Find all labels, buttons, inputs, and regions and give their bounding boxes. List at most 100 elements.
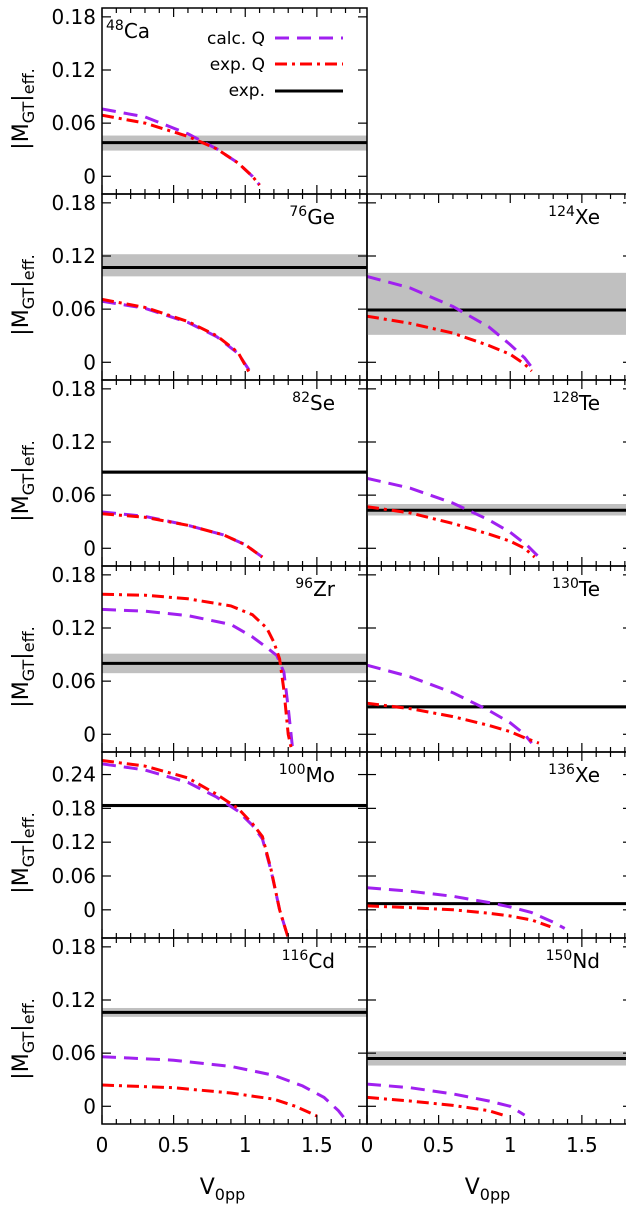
panel-nd150: 150Nd 0 0.5 1 1.5 V0pp: [361, 937, 626, 1204]
y-tick-label-zr96-0: 0: [83, 722, 96, 746]
exp-band-xe124: [367, 272, 626, 335]
plot-area-te128: [367, 476, 626, 559]
exp-q-curve-ca48: [102, 113, 261, 187]
nucleus-mass-cd116: 116: [282, 948, 309, 964]
plot-area-nd150: [367, 1051, 626, 1117]
x-axis-title-cd116: V0pp: [200, 1175, 246, 1204]
nucleus-label-xe124: 124Xe: [548, 204, 600, 229]
nucleus-element-ge76: Ge: [307, 205, 335, 229]
y-tick-label-ca48-0: 0: [83, 164, 96, 188]
exp-q-curve-te130: [367, 701, 540, 745]
panel-ge76: 0 0.06 0.12 0.18 76Ge |MGT|eff.: [9, 191, 368, 381]
nucleus-label-ge76: 76Ge: [289, 204, 335, 229]
nucleus-label-mo100: 100Mo: [279, 762, 335, 787]
legend-label-calc-q: calc. Q: [207, 29, 265, 49]
plot-area-xe136: [367, 886, 626, 930]
exp-band-ge76: [102, 254, 367, 277]
calc-q-curve-se82: [102, 510, 264, 559]
plot-area-ca48: [102, 107, 367, 187]
y-axis-title-mo100: |MGT|eff.: [9, 812, 38, 893]
y-tick-label-zr96-2: 0.12: [51, 616, 96, 640]
nucleus-mass-mo100: 100: [279, 762, 306, 778]
nucleus-element-xe136: Xe: [575, 763, 600, 787]
legend-label-exp: exp.: [229, 81, 265, 101]
y-tick-label-se82-1: 0.06: [51, 483, 96, 507]
y-axis-title-ca48: |MGT|eff.: [9, 68, 38, 149]
y-tick-label-mo100-3: 0.18: [51, 796, 96, 820]
y-tick-label-ca48-2: 0.12: [51, 58, 96, 82]
plot-area-cd116: [102, 1007, 367, 1121]
nucleus-mass-xe136: 136: [548, 762, 575, 778]
x-tick-label-nd150-3: 1.5: [566, 1133, 598, 1157]
exp-q-curve-te128: [367, 505, 536, 559]
x-tick-label-cd116-1: 0.5: [158, 1133, 190, 1157]
x-tick-label-cd116-2: 1: [239, 1133, 252, 1157]
exp-q-curve-cd116: [102, 1083, 318, 1118]
y-tick-label-ge76-3: 0.18: [51, 191, 96, 215]
y-tick-label-mo100-1: 0.06: [51, 864, 96, 888]
plot-area-ge76: [102, 254, 367, 374]
panel-cd116: 0 0.06 0.12 0.18 116Cd |MGT|eff. 0 0.5 1 1.5 V0pp: [9, 935, 368, 1204]
y-axis-title-se82: |MGT|eff.: [9, 440, 38, 521]
nucleus-label-zr96: 96Zr: [295, 576, 336, 601]
panel-te128: 128Te: [366, 379, 626, 567]
y-tick-label-mo100-0: 0: [83, 898, 96, 922]
panel-xe136: 136Xe: [366, 751, 626, 939]
x-tick-label-nd150-1: 0.5: [423, 1133, 455, 1157]
nucleus-element-ca48: Ca: [124, 19, 150, 43]
panels-layer: 0 0.06 0.12 0.18 48Ca |MGT|eff. 0 0.06 0.12 0.18 7…: [9, 5, 626, 1204]
calc-q-curve-xe124: [367, 274, 536, 373]
calc-q-curve-te130: [367, 663, 533, 745]
plot-area-xe124: [367, 272, 626, 373]
nucleus-mass-te130: 130: [552, 576, 579, 592]
exp-q-curve-xe136: [367, 904, 551, 929]
exp-q-curve-xe124: [367, 314, 533, 373]
exp-q-curve-mo100: [102, 759, 290, 938]
panel-zr96: 0 0.06 0.12 0.18 96Zr |MGT|eff.: [9, 563, 368, 753]
y-tick-label-ge76-0: 0: [83, 350, 96, 374]
x-axis-title-nd150: V0pp: [465, 1175, 511, 1204]
panel-te130: 130Te: [366, 565, 626, 753]
exp-q-curve-ge76: [102, 297, 251, 374]
plot-area-se82: [102, 470, 367, 559]
calc-q-curve-te128: [367, 476, 540, 559]
nucleus-element-se82: Se: [310, 391, 335, 415]
y-tick-label-ca48-3: 0.18: [51, 5, 96, 29]
panel-frame-nd150: [366, 937, 626, 1125]
nucleus-element-te130: Te: [578, 577, 600, 601]
legend: calc. Q exp. Q exp.: [207, 29, 343, 101]
calc-q-curve-xe136: [367, 886, 566, 930]
nucleus-mass-te128: 128: [552, 390, 579, 406]
y-tick-label-cd116-3: 0.18: [51, 935, 96, 959]
y-tick-label-ge76-2: 0.12: [51, 244, 96, 268]
exp-q-curve-nd150: [367, 1095, 504, 1117]
x-tick-label-nd150-0: 0: [361, 1133, 374, 1157]
nucleus-label-xe136: 136Xe: [548, 762, 600, 787]
y-tick-label-ge76-1: 0.06: [51, 297, 96, 321]
calc-q-curve-ge76: [102, 299, 253, 374]
legend-label-exp-q: exp. Q: [210, 55, 265, 75]
nucleus-element-mo100: Mo: [306, 763, 336, 787]
nucleus-mass-nd150: 150: [546, 948, 573, 964]
y-tick-label-zr96-3: 0.18: [51, 563, 96, 587]
exp-q-curve-se82: [102, 512, 264, 559]
calc-q-curve-zr96: [102, 607, 294, 748]
nucleus-mass-ge76: 76: [289, 204, 307, 220]
y-tick-label-se82-3: 0.18: [51, 377, 96, 401]
nucleus-label-ca48: 48Ca: [106, 18, 150, 43]
y-tick-label-cd116-2: 0.12: [51, 988, 96, 1012]
nucleus-mass-se82: 82: [292, 390, 310, 406]
y-tick-label-mo100-2: 0.12: [51, 830, 96, 854]
nucleus-label-nd150: 150Nd: [546, 948, 600, 973]
calc-q-curve-nd150: [367, 1082, 526, 1117]
nucleus-label-te130: 130Te: [552, 576, 600, 601]
calc-q-curve-mo100: [102, 762, 290, 938]
nucleus-element-cd116: Cd: [308, 949, 335, 973]
y-axis-title-ge76: |MGT|eff.: [9, 254, 38, 335]
nucleus-mass-xe124: 124: [548, 204, 575, 220]
y-tick-label-cd116-0: 0: [83, 1094, 96, 1118]
plot-area-te130: [367, 663, 626, 745]
plot-area-zr96: [102, 592, 367, 748]
plot-area-mo100: [102, 759, 367, 938]
exp-q-curve-zr96: [102, 592, 293, 748]
